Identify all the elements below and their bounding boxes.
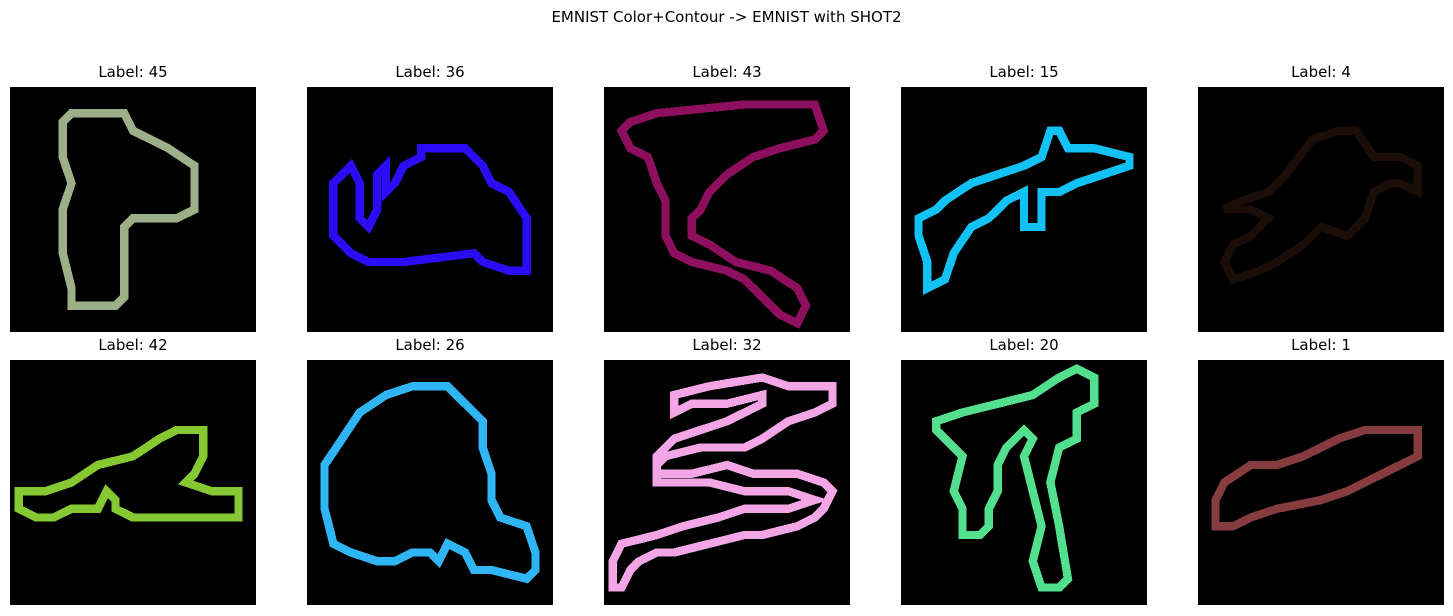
panel-label: Label: 20: [989, 336, 1059, 354]
panel-label: Label: 43: [692, 63, 762, 81]
panel-label: Label: 45: [98, 63, 168, 81]
contour-image: [10, 360, 256, 605]
glyph-contour: [1219, 126, 1422, 285]
contour-image: [901, 360, 1147, 605]
contour-image: [1198, 87, 1444, 332]
contour-image: [604, 87, 850, 332]
contour-image: [604, 360, 850, 605]
glyph-contour: [616, 100, 829, 329]
glyph-contour: [608, 373, 838, 592]
contour-image: [307, 87, 553, 332]
panel-label: Label: 32: [692, 336, 762, 354]
panel-label: Label: 15: [989, 63, 1059, 81]
contour-image: [901, 87, 1147, 332]
panel-label: Label: 1: [1291, 336, 1351, 354]
glyph-contour: [329, 144, 531, 275]
contour-image: [1198, 360, 1444, 605]
glyph-contour: [58, 109, 199, 310]
glyph-contour: [320, 382, 540, 584]
panel-label: Label: 36: [395, 63, 465, 81]
panel-label: Label: 42: [98, 336, 168, 354]
glyph-contour: [14, 425, 243, 522]
contour-image: [307, 360, 553, 605]
contour-image: [10, 87, 256, 332]
glyph-contour: [1211, 425, 1422, 531]
figure-title: EMNIST Color+Contour -> EMNIST with SHOT…: [551, 8, 902, 26]
glyph-contour: [931, 364, 1099, 592]
panel-label: Label: 26: [395, 336, 465, 354]
panel-label: Label: 4: [1291, 63, 1351, 81]
glyph-contour: [914, 126, 1134, 295]
